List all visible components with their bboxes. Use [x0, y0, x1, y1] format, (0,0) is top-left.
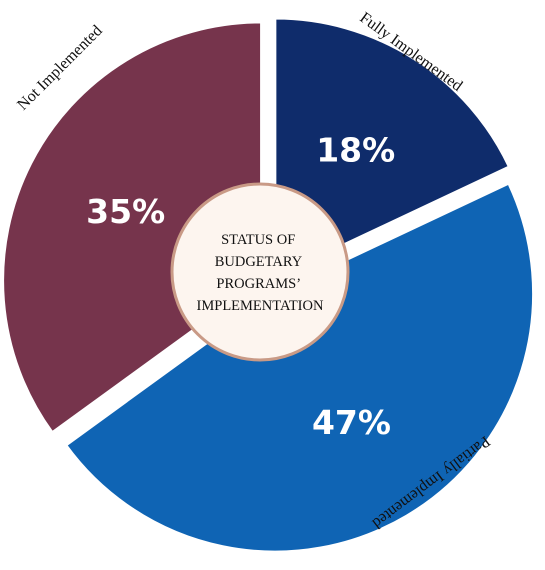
center-label-line-4: IMPLEMENTATION: [197, 298, 324, 314]
percent-label-not-implemented: 35%: [86, 192, 165, 231]
slice-partially-implemented: [64, 182, 535, 553]
pie-slices: [2, 17, 535, 553]
slice-not-implemented: [2, 21, 263, 434]
center-label-line-3: PROGRAMS’: [216, 276, 300, 292]
percent-labels: 18% 47% 35%: [86, 130, 395, 442]
center-label-line-1: STATUS OF: [221, 232, 295, 248]
percent-label-partially-implemented: 47%: [312, 403, 391, 442]
center-circle: [170, 182, 350, 362]
percent-label-fully-implemented: 18%: [316, 130, 395, 169]
center-label-line-2: BUDGETARY: [215, 254, 303, 270]
center-label: STATUS OF BUDGETARY PROGRAMS’ IMPLEMENTA…: [197, 232, 324, 314]
slice-fully-implemented: [274, 17, 511, 279]
